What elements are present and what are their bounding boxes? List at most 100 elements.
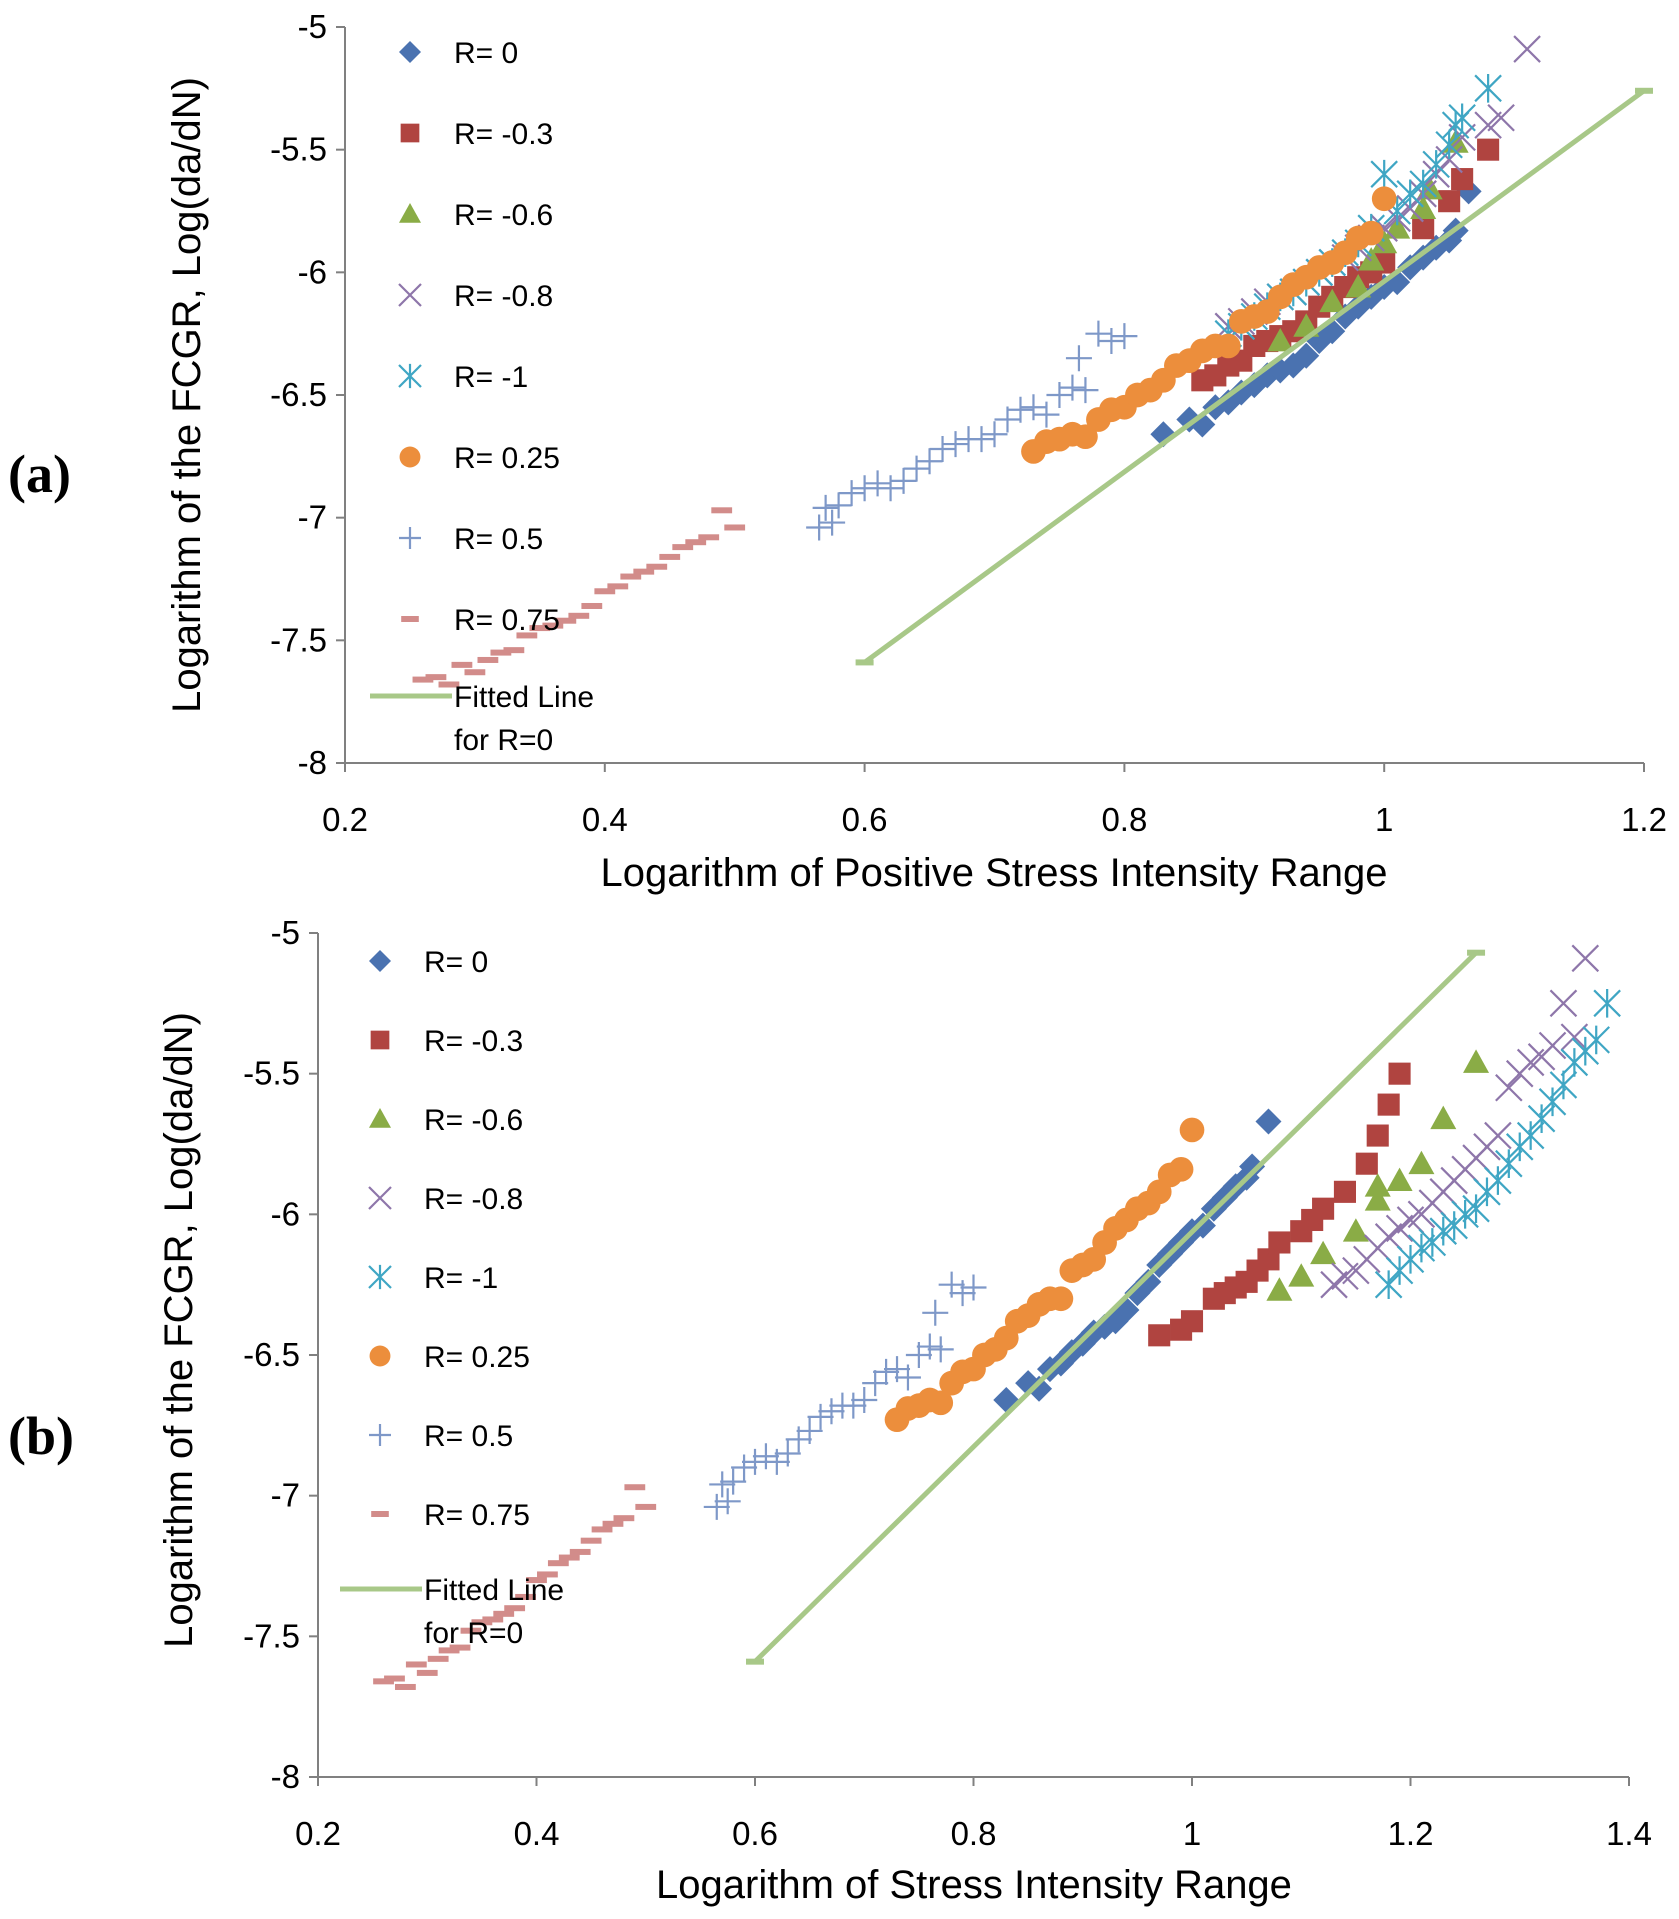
data-point xyxy=(698,534,720,541)
series-r0.25 xyxy=(1021,186,1397,464)
data-point xyxy=(547,1560,569,1567)
legend-swatch xyxy=(369,1108,391,1128)
data-point xyxy=(1513,35,1541,63)
data-point xyxy=(1385,1214,1414,1243)
data-point xyxy=(742,1448,768,1475)
data-point xyxy=(1371,186,1397,212)
data-point xyxy=(1085,320,1112,347)
legend-label: R= -0.6 xyxy=(454,199,553,232)
data-point xyxy=(607,583,629,590)
data-point xyxy=(1098,328,1125,355)
data-point xyxy=(1358,220,1384,246)
legend-entry: R= 0.25 xyxy=(369,1341,530,1374)
series-r-0.3 xyxy=(1148,1062,1411,1347)
data-point xyxy=(1477,138,1500,161)
data-point xyxy=(1345,274,1372,298)
data-point xyxy=(1239,1153,1266,1180)
legend-label: R= 0.5 xyxy=(424,1420,513,1453)
y-tick-label: -7 xyxy=(298,499,327,536)
legend-swatch xyxy=(400,123,420,143)
legend-swatch xyxy=(368,1264,392,1290)
x-axis-label: Logarithm of Stress Intensity Range xyxy=(656,1863,1292,1907)
legend-entry: R= 0.75 xyxy=(371,1499,530,1532)
data-point xyxy=(1396,1206,1425,1234)
data-point xyxy=(1111,323,1138,350)
data-point xyxy=(1288,1263,1315,1287)
data-point xyxy=(1046,382,1073,408)
data-point xyxy=(646,563,668,570)
legend-entry: R= 0 xyxy=(399,37,518,70)
legend-label: R= -0.3 xyxy=(424,1025,523,1058)
legend-swatch xyxy=(368,1186,392,1210)
legend-entry: R= 0.5 xyxy=(399,523,543,556)
data-point xyxy=(1331,1262,1359,1291)
data-point xyxy=(818,1398,845,1425)
series-r-0.6 xyxy=(1266,1049,1490,1301)
legend-label: for R=0 xyxy=(424,1617,523,1650)
data-point xyxy=(819,509,846,536)
data-point xyxy=(1355,1152,1378,1175)
data-point xyxy=(1135,1268,1162,1295)
series-r0.5 xyxy=(806,320,1138,541)
data-point xyxy=(1310,1240,1337,1265)
legend-label: R= 0.25 xyxy=(454,442,560,475)
data-point xyxy=(703,1493,730,1520)
legend-entry: Fitted Line for R=0 xyxy=(340,1574,564,1650)
data-point xyxy=(438,681,460,688)
data-point xyxy=(1364,1187,1391,1211)
data-point xyxy=(1215,333,1241,359)
data-point xyxy=(1388,1062,1411,1085)
data-point xyxy=(526,1577,547,1584)
data-point xyxy=(796,1417,823,1444)
data-point xyxy=(451,661,473,668)
data-point xyxy=(731,1454,758,1481)
data-point xyxy=(942,431,969,458)
legend-label: R= -0.8 xyxy=(424,1183,523,1216)
data-point xyxy=(1549,989,1578,1018)
data-point xyxy=(1293,342,1320,369)
panel-label: (a) xyxy=(8,444,71,504)
legend-label: R= -0.6 xyxy=(424,1104,523,1137)
y-tick-label: -6.5 xyxy=(270,376,327,413)
data-point xyxy=(916,1333,943,1360)
data-point xyxy=(384,1675,405,1682)
data-point xyxy=(633,568,655,575)
legend-entry: R= -0.8 xyxy=(368,1183,523,1216)
legend-label: R= 0.25 xyxy=(424,1341,530,1374)
series-r-1 xyxy=(1374,989,1621,1299)
data-point xyxy=(928,1390,954,1416)
legend-entry: R= -0.8 xyxy=(398,280,553,313)
data-point xyxy=(1516,1048,1545,1077)
y-tick-label: -5 xyxy=(298,8,327,45)
data-point xyxy=(581,602,603,609)
data-point xyxy=(1266,1277,1293,1301)
data-point xyxy=(1020,394,1047,421)
data-point xyxy=(1384,215,1411,239)
y-tick-label: -7.5 xyxy=(243,1617,300,1654)
legend-label: R= 0.75 xyxy=(454,604,560,637)
data-point xyxy=(1438,190,1461,213)
data-point xyxy=(877,475,904,502)
legend-entry: R= -0.3 xyxy=(400,118,553,151)
data-point xyxy=(591,1526,613,1533)
data-point xyxy=(1065,345,1092,372)
data-point xyxy=(542,622,564,629)
data-point xyxy=(1179,1117,1205,1143)
data-point xyxy=(672,544,694,551)
data-point xyxy=(1571,944,1600,973)
data-point xyxy=(568,612,590,619)
data-point xyxy=(903,455,930,482)
y-tick-label: -6 xyxy=(271,1195,300,1232)
data-point xyxy=(490,649,512,656)
data-point xyxy=(1033,401,1060,428)
legend-swatch xyxy=(399,527,421,549)
data-point xyxy=(493,1610,515,1617)
data-point xyxy=(1448,103,1476,133)
data-point xyxy=(807,1403,834,1430)
legend-swatch xyxy=(398,363,422,389)
x-tick-label: 0.2 xyxy=(322,801,368,838)
data-point xyxy=(806,514,833,541)
data-point xyxy=(981,421,1008,448)
data-point xyxy=(1048,1286,1074,1312)
